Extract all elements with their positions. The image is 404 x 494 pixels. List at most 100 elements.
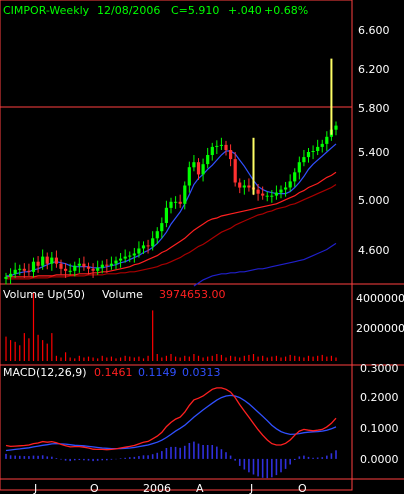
plot-layer: [4, 58, 338, 479]
volume-name: Volume: [102, 288, 143, 301]
price-candle-body: [256, 189, 260, 194]
price-candle-body: [119, 258, 123, 261]
x-tick-label: 2006: [143, 482, 171, 494]
price-candle-body: [187, 167, 191, 186]
macd-tick-label: 0.0000: [360, 453, 399, 466]
price-candle-body: [192, 162, 196, 168]
price-candle-body: [270, 195, 274, 197]
macd-tick-label: 0.1000: [360, 422, 399, 435]
price-candle-body: [178, 201, 182, 204]
header-change: +.040: [228, 4, 262, 17]
macd-hist-value: 0.0313: [182, 366, 221, 379]
price-candle-body: [174, 201, 178, 203]
price-candle-body: [45, 256, 49, 264]
price-candle-body: [68, 270, 72, 272]
price-candle-body: [137, 248, 141, 254]
price-candle-body: [151, 238, 155, 247]
header-close: C=5.910: [171, 4, 219, 17]
header-change-pct: +0.68%: [264, 4, 308, 17]
volume-tick-label: 4000000: [356, 292, 404, 305]
moving-average-long-line: [6, 183, 337, 280]
price-candle-body: [22, 268, 26, 271]
price-candle-body: [123, 256, 127, 259]
price-candle-body: [105, 264, 109, 266]
price-candle-body: [196, 162, 201, 175]
x-tick-label: O: [298, 482, 307, 494]
header-date: 12/08/2006: [97, 4, 160, 17]
price-candle-body: [320, 143, 324, 147]
price-tick-label: 5.400: [358, 146, 390, 159]
price-tick-label: 4.600: [358, 244, 390, 257]
price-candle-body: [334, 125, 338, 130]
price-tick-label: 5.000: [358, 194, 390, 207]
price-candle-body: [215, 145, 219, 147]
price-candle-body: [274, 192, 278, 196]
price-candle-body: [288, 181, 292, 188]
price-candle-body: [27, 270, 31, 272]
price-candle-body: [146, 245, 150, 247]
x-tick-label: A: [196, 482, 204, 494]
price-tick-label: 5.800: [358, 102, 390, 115]
price-candle-body: [82, 263, 86, 267]
price-candle-body: [164, 207, 168, 223]
price-candle-body: [297, 162, 301, 173]
price-candle-body: [64, 268, 68, 271]
price-candle-body: [229, 150, 233, 160]
price-candle-body: [183, 185, 187, 204]
volume-tick-label: 2000000: [356, 322, 404, 335]
price-candle-body: [96, 267, 100, 271]
price-candle-body: [59, 263, 63, 269]
price-candle-body: [4, 276, 8, 279]
price-candle-body: [224, 144, 228, 150]
price-candle-body: [210, 146, 214, 155]
price-candle-body: [13, 269, 17, 274]
price-candle-body: [325, 136, 329, 144]
moving-average-mid-line: [6, 171, 337, 278]
price-candle-body: [77, 263, 81, 266]
price-candle-body: [233, 159, 237, 183]
price-candle-body: [302, 157, 306, 163]
price-candle-body: [54, 257, 58, 264]
macd-value: 0.1461: [94, 366, 133, 379]
macd-line: [5, 387, 337, 451]
price-candle-body: [169, 201, 173, 208]
macd-label: MACD(12,26,9): [3, 366, 87, 379]
price-candle-body: [242, 185, 246, 188]
price-tick-label: 6.200: [358, 63, 390, 76]
price-candle-body: [238, 182, 242, 188]
chart-frame: [0, 0, 353, 491]
price-candle-body: [247, 185, 251, 188]
price-candle-body: [128, 255, 132, 257]
x-tick-label: J: [249, 482, 253, 494]
price-candle-body: [311, 151, 315, 152]
price-candle-body: [41, 256, 45, 266]
price-candle-body: [293, 172, 297, 182]
x-tick-label: O: [90, 482, 99, 494]
price-candle-body: [141, 245, 146, 249]
price-candle-body: [160, 223, 164, 232]
volume-label: Volume Up(50): [3, 288, 85, 301]
macd-signal-value: 0.1149: [138, 366, 177, 379]
price-candle-body: [109, 263, 113, 266]
price-candle-body: [9, 273, 13, 277]
price-tick-label: 6.600: [358, 24, 390, 37]
price-candle-body: [100, 264, 104, 268]
price-candle-body: [50, 257, 54, 264]
price-candle-body: [306, 152, 311, 158]
price-candle-body: [132, 253, 136, 256]
price-candle-body: [284, 187, 288, 190]
price-candle-body: [114, 260, 118, 264]
moving-average-slow-line: [193, 242, 337, 287]
x-tick-label: J: [33, 482, 37, 494]
price-candle-body: [219, 144, 223, 146]
price-candle-body: [86, 266, 91, 269]
header-symbol: CIMPOR-Weekly: [3, 4, 90, 17]
price-candle-body: [18, 268, 22, 270]
price-candle-body: [73, 265, 77, 271]
price-candle-body: [265, 195, 269, 197]
price-candle-body: [91, 268, 95, 271]
price-candle-body: [36, 261, 40, 266]
price-candle-body: [155, 231, 159, 239]
price-candle-body: [31, 261, 36, 272]
